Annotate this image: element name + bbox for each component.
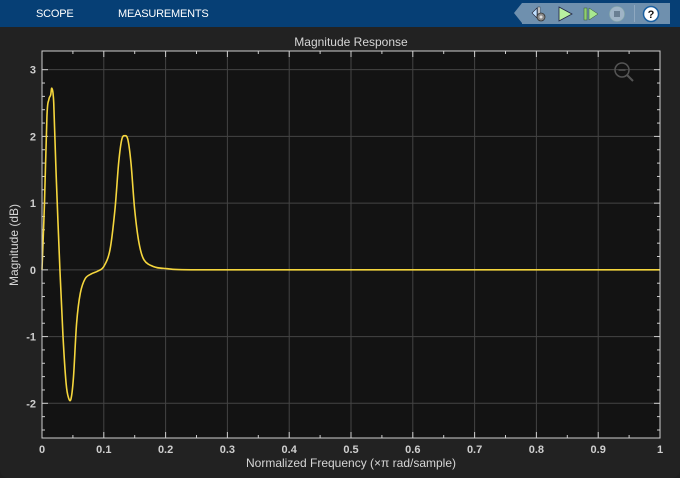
top-toolstrip: SCOPE MEASUREMENTS ? [0,0,680,27]
y-tick-label: -1 [26,332,36,344]
stop-icon [609,6,625,22]
tab-measurements[interactable]: MEASUREMENTS [118,8,209,20]
y-tick-label: 2 [30,131,36,143]
axes-frame [41,50,661,439]
x-tick-label: 0.3 [220,444,235,456]
x-tick-label: 1 [657,444,663,456]
x-tick-label: 0.2 [158,444,173,456]
step-forward-button[interactable] [582,5,600,23]
quick-access-toolbar: ? [514,3,670,24]
y-tick-label: 1 [30,198,36,210]
stop-button[interactable] [608,5,626,23]
x-tick-label: 0.8 [529,444,544,456]
tab-scope[interactable]: SCOPE [36,8,74,20]
toolbar-separator [634,5,635,22]
help-button[interactable]: ? [642,5,660,23]
chart-title: Magnitude Response [294,35,408,49]
y-axis-label: Magnitude (dB) [7,204,21,286]
x-tick-label: 0.6 [405,444,420,456]
svg-text:?: ? [648,9,655,21]
x-tick-label: 0.1 [96,444,111,456]
y-tick-label: -2 [26,398,36,410]
settings-button[interactable] [530,5,548,23]
x-tick-label: 0.7 [467,444,482,456]
x-tick-label: 0.5 [343,444,358,456]
x-axis-label: Normalized Frequency (×π rad/sample) [246,456,456,470]
x-tick-label: 0.4 [282,444,298,456]
help-icon: ? [642,5,660,23]
y-tick-label: 3 [30,65,36,77]
settings-gear-icon [531,6,546,22]
x-tick-label: 0.9 [591,444,606,456]
y-tick-label: 0 [30,265,36,277]
x-tick-label: 0 [39,444,45,456]
magnitude-trace [41,87,660,402]
run-button[interactable] [556,5,574,23]
zoom-out-icon[interactable] [614,62,634,82]
step-forward-icon [583,7,599,21]
play-icon [558,6,573,22]
